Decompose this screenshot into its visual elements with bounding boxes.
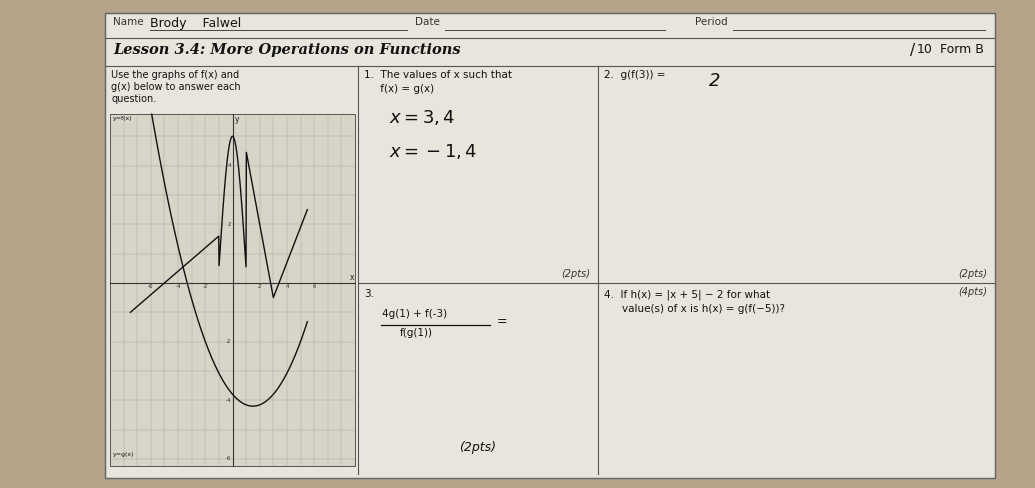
Text: 1.  The values of x such that: 1. The values of x such that xyxy=(364,70,512,80)
Text: 2: 2 xyxy=(228,222,231,227)
Text: Date: Date xyxy=(415,17,440,27)
Text: f(g(1)): f(g(1)) xyxy=(400,328,433,338)
Text: Name: Name xyxy=(113,17,144,27)
Bar xyxy=(105,13,995,478)
Bar xyxy=(110,114,355,466)
Text: (2pts): (2pts) xyxy=(561,269,590,279)
Text: x: x xyxy=(350,273,354,282)
Text: 4g(1) + f(-3): 4g(1) + f(-3) xyxy=(382,309,447,319)
Text: -2: -2 xyxy=(203,285,208,289)
Text: 2: 2 xyxy=(709,72,720,90)
Text: f(x) = g(x): f(x) = g(x) xyxy=(364,84,434,94)
Text: 10: 10 xyxy=(917,43,933,56)
Text: Period: Period xyxy=(694,17,728,27)
Text: 3.: 3. xyxy=(364,289,374,299)
Text: (2pts): (2pts) xyxy=(958,269,987,279)
Text: -6: -6 xyxy=(148,285,153,289)
Text: y: y xyxy=(235,115,239,124)
Text: 4.  If h(x) = |x + 5| − 2 for what: 4. If h(x) = |x + 5| − 2 for what xyxy=(604,289,770,300)
Text: Lesson 3.4: More Operations on Functions: Lesson 3.4: More Operations on Functions xyxy=(113,43,461,57)
Text: $x= 3, 4$: $x= 3, 4$ xyxy=(389,108,455,127)
Text: Brody    Falwel: Brody Falwel xyxy=(150,17,241,30)
Text: 6: 6 xyxy=(313,285,316,289)
Bar xyxy=(105,13,995,478)
Text: -6: -6 xyxy=(226,456,231,462)
Text: y=g(x): y=g(x) xyxy=(113,452,135,457)
Text: $x= -1, 4$: $x= -1, 4$ xyxy=(389,142,477,161)
Text: Use the graphs of f(x) and: Use the graphs of f(x) and xyxy=(111,70,239,80)
Text: question.: question. xyxy=(111,94,156,104)
Text: Form B: Form B xyxy=(940,43,984,56)
Text: (4pts): (4pts) xyxy=(958,287,987,297)
Text: g(x) below to answer each: g(x) below to answer each xyxy=(111,82,240,92)
Text: value(s) of x is h(x) = g(f(−5))?: value(s) of x is h(x) = g(f(−5))? xyxy=(622,304,785,314)
Text: /: / xyxy=(910,43,915,58)
Text: -4: -4 xyxy=(175,285,181,289)
Text: 4: 4 xyxy=(286,285,289,289)
Text: 4: 4 xyxy=(228,163,231,168)
Text: 2.  g(f(3)) =: 2. g(f(3)) = xyxy=(604,70,666,80)
Text: (2pts): (2pts) xyxy=(460,441,497,454)
Text: =: = xyxy=(497,316,507,328)
Text: 2: 2 xyxy=(258,285,262,289)
Text: y=f(x): y=f(x) xyxy=(113,116,132,121)
Text: -4: -4 xyxy=(226,398,231,403)
Text: -2: -2 xyxy=(226,339,231,344)
